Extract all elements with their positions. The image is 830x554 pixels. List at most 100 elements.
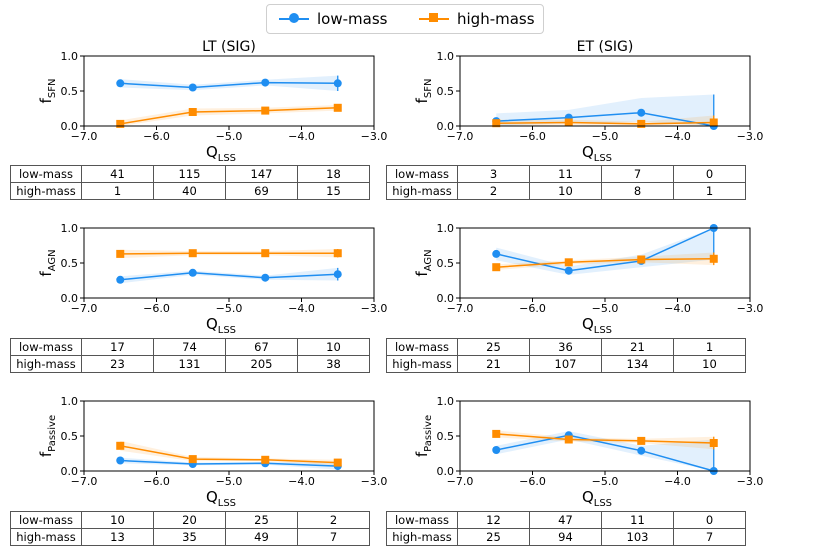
table-cell: 11 <box>601 511 674 529</box>
y-tick-label: 0.0 <box>437 465 455 478</box>
table-cell: 0 <box>673 165 746 183</box>
table-cell: 103 <box>601 528 674 546</box>
series-line-high-mass <box>496 433 714 444</box>
table-cell: 35 <box>153 528 226 546</box>
chart-panel-lt-sfn: LT (SIG) −7.0 −6.0 −5.0 −4.0 −3.0 0.0 0.5 1.0 QLS… <box>37 39 387 164</box>
series-line-low-mass <box>496 111 714 127</box>
data-point-high-mass <box>116 441 125 450</box>
x-tick-label: −5.0 <box>592 130 619 143</box>
table-row: low-mass 12 47 11 0 <box>386 511 746 529</box>
y-axis-label: fAGN <box>37 249 58 276</box>
data-point-low-mass <box>637 108 646 117</box>
table-cell: low-mass <box>386 338 458 356</box>
table-cell: high-mass <box>386 355 458 373</box>
y-tick-label: 0.5 <box>437 430 455 443</box>
table-cell: high-mass <box>10 355 82 373</box>
x-axis-label: QLSS <box>206 488 236 509</box>
legend-label-high-mass: high-mass <box>457 10 535 28</box>
x-tick-label: −3.0 <box>361 475 388 488</box>
table-cell: 7 <box>297 528 370 546</box>
series-line-high-mass <box>120 445 338 464</box>
x-tick-label: −5.0 <box>216 475 243 488</box>
table-row: high-mass 2 10 8 1 <box>386 182 746 200</box>
y-tick-label: 0.0 <box>61 120 79 133</box>
table-cell: 7 <box>673 528 746 546</box>
y-tick-label: 0.5 <box>61 257 79 270</box>
table-cell: 17 <box>81 338 154 356</box>
table-cell: 23 <box>81 355 154 373</box>
y-tick-label: 0.0 <box>61 292 79 305</box>
count-table-lt-agn: low-mass 17 74 67 10 high-mass 23 131 20… <box>10 338 370 373</box>
y-tick-label: 0.5 <box>61 85 79 98</box>
table-cell: 49 <box>225 528 298 546</box>
data-point-high-mass <box>333 103 342 112</box>
series-line-low-mass <box>120 272 338 281</box>
y-axis-label: fPassive <box>413 415 434 457</box>
data-point-low-mass <box>116 456 125 465</box>
x-axis-label: QLSS <box>582 143 612 164</box>
table-cell: 15 <box>297 182 370 200</box>
table-cell: 40 <box>153 182 226 200</box>
table-cell: 41 <box>81 165 154 183</box>
confidence-band-low-mass <box>496 431 714 471</box>
table-row: high-mass 1 40 69 15 <box>10 182 370 200</box>
series-line-high-mass <box>120 252 338 255</box>
y-tick-label: 0.5 <box>437 257 455 270</box>
count-table-et-sfn: low-mass 3 11 7 0 high-mass 2 10 8 1 <box>386 165 746 200</box>
series-line-low-mass <box>496 434 714 472</box>
chart-panel-lt-passive: −7.0 −6.0 −5.0 −4.0 −3.0 0.0 0.5 1.0 QLSS fPassiv… <box>37 395 387 509</box>
x-tick-label: −6.0 <box>143 130 170 143</box>
data-point-high-mass <box>188 108 197 116</box>
y-axis-label: fSFN <box>37 79 58 104</box>
table-cell: 1 <box>673 338 746 356</box>
data-point-high-mass <box>492 263 501 272</box>
chart-panel-et-passive: −7.0 −6.0 −5.0 −4.0 −3.0 0.0 0.5 1.0 QLSS fPassiv… <box>413 395 763 509</box>
legend-label-low-mass: low-mass <box>317 10 388 28</box>
data-point-high-mass <box>709 118 718 127</box>
series-line-low-mass <box>120 81 338 89</box>
data-point-high-mass <box>709 254 718 263</box>
table-row: high-mass 13 35 49 7 <box>10 528 370 546</box>
data-point-low-mass <box>492 446 501 454</box>
table-cell: 7 <box>601 165 674 183</box>
data-point-low-mass <box>116 79 125 88</box>
confidence-band-high-mass <box>120 105 338 126</box>
x-tick-label: −4.0 <box>288 130 315 143</box>
table-cell: 67 <box>225 338 298 356</box>
x-tick-label: −6.0 <box>519 475 546 488</box>
series-line-low-mass <box>120 459 338 467</box>
x-tick-label: −7.0 <box>71 130 98 143</box>
count-table-et-agn: low-mass 25 36 21 1 high-mass 21 107 134… <box>386 338 746 373</box>
table-cell: 131 <box>153 355 226 373</box>
table-row: high-mass 23 131 205 38 <box>10 355 370 373</box>
data-point-high-mass <box>564 435 573 444</box>
table-cell: 147 <box>225 165 298 183</box>
table-row: low-mass 10 20 25 2 <box>10 511 370 529</box>
x-axis-label: QLSS <box>206 143 236 164</box>
x-tick-label: −4.0 <box>288 475 315 488</box>
chart-panel-et-sfn: ET (SIG) −7.0 −6.0 −5.0 −4.0 −3.0 0.0 0.5 1.0 QLS… <box>413 39 763 164</box>
table-row: high-mass 21 107 134 10 <box>386 355 746 373</box>
data-point-low-mass <box>261 273 270 282</box>
x-tick-label: −7.0 <box>71 475 98 488</box>
table-cell: 38 <box>297 355 370 373</box>
legend: low-mass high-mass <box>266 4 544 34</box>
y-tick-label: 0.0 <box>61 465 79 478</box>
data-point-high-mass <box>261 106 270 115</box>
x-tick-label: −7.0 <box>447 475 474 488</box>
x-tick-label: −4.0 <box>664 302 691 315</box>
table-cell: 115 <box>153 165 226 183</box>
data-point-low-mass <box>333 270 342 279</box>
table-cell: low-mass <box>10 511 82 529</box>
table-cell: low-mass <box>386 165 458 183</box>
data-point-high-mass <box>188 455 197 464</box>
confidence-band-low-mass <box>496 228 714 275</box>
data-point-high-mass <box>188 249 197 258</box>
table-cell: 25 <box>457 338 530 356</box>
x-tick-label: −7.0 <box>447 302 474 315</box>
data-point-high-mass <box>261 249 270 258</box>
table-cell: high-mass <box>10 182 82 200</box>
table-row: low-mass 3 11 7 0 <box>386 165 746 183</box>
data-point-low-mass <box>261 78 270 87</box>
